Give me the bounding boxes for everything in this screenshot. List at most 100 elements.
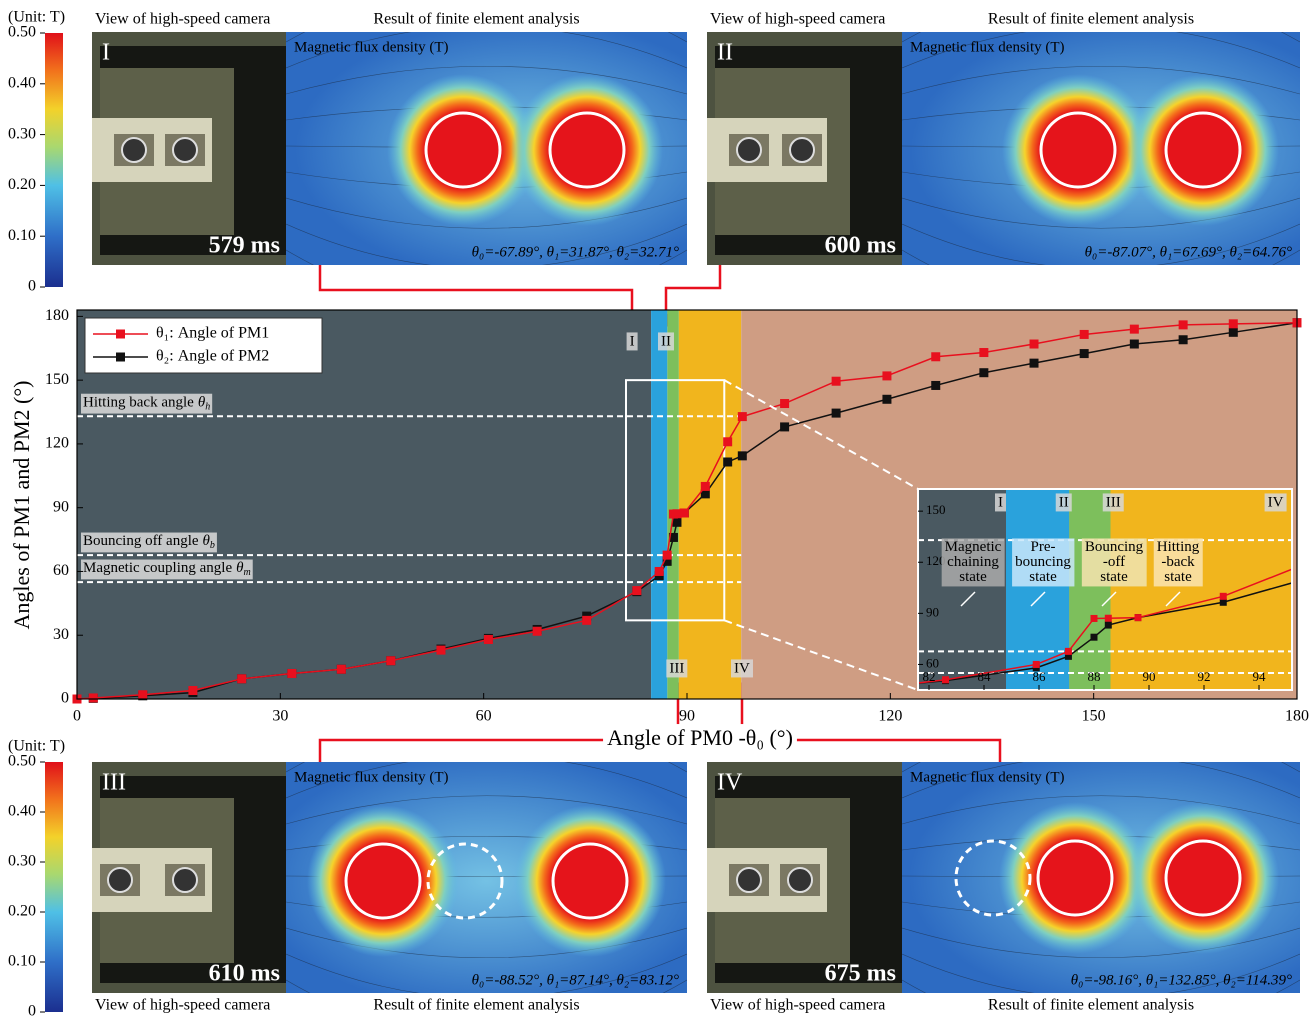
inset-x-tick-label: 90 xyxy=(1143,669,1156,684)
data-point xyxy=(1080,330,1089,339)
x-tick-label: 60 xyxy=(476,708,492,725)
field-label: Magnetic flux density (T) xyxy=(294,39,449,55)
panel-numeral: II xyxy=(717,40,733,66)
data-point xyxy=(832,377,841,386)
data-point xyxy=(582,616,591,625)
data-point xyxy=(738,412,747,421)
inset-state-marker: I xyxy=(998,494,1003,510)
state-marker: III xyxy=(669,660,684,676)
inset-state-label-line: state xyxy=(1100,569,1128,585)
data-point xyxy=(1091,615,1098,622)
legend: θ₁: Angle of PM1θ₂: Angle of PM2 xyxy=(85,318,322,373)
data-point xyxy=(882,395,891,404)
reference-subscript: b xyxy=(210,540,215,551)
colorbar-tick-label: 0 xyxy=(28,1003,36,1019)
colorbar-tick-label: 0.30 xyxy=(8,125,36,142)
angles: θ₀=-98.16°, θ₁=132.85°, θ₂=114.39° xyxy=(1071,972,1292,988)
magnet xyxy=(553,844,627,918)
inset-state-label-line: bouncing xyxy=(1015,554,1071,570)
fea-caption: Result of finite element analysis xyxy=(988,997,1194,1014)
x-tick-label: 0 xyxy=(73,708,81,725)
inset-x-tick-label: 82 xyxy=(923,669,936,684)
fea-caption: Result of finite element analysis xyxy=(988,11,1194,28)
data-point xyxy=(484,635,493,644)
camera-time: 675 ms xyxy=(825,961,896,987)
inset-x-tick-label: 86 xyxy=(1033,669,1047,684)
data-point xyxy=(147,724,154,731)
reference-label: Hitting back angleθh xyxy=(83,395,210,413)
y-tick-label: 60 xyxy=(53,562,69,579)
inset-state-label-line: Pre- xyxy=(1031,539,1056,555)
data-point xyxy=(672,518,681,527)
camera-ball xyxy=(108,868,132,892)
legend-marker xyxy=(116,353,125,362)
state-marker: II xyxy=(661,333,671,349)
inset-x-tick-label: 94 xyxy=(1253,669,1267,684)
inset-state-label-line: state xyxy=(959,569,987,585)
data-point xyxy=(237,674,246,683)
legend-label: θ₁: Angle of PM1 xyxy=(156,325,269,342)
magnet xyxy=(1166,841,1240,915)
data-point xyxy=(655,567,664,576)
data-point xyxy=(340,715,347,722)
data-point xyxy=(537,709,544,716)
data-point xyxy=(138,690,147,699)
inset-state-label-line: -off xyxy=(1103,554,1125,570)
colorbar-tick-label: 0.50 xyxy=(8,24,36,41)
inset-y-tick-label: 150 xyxy=(926,502,946,517)
data-point xyxy=(1105,622,1112,629)
data-point xyxy=(738,451,747,460)
x-tick-label: 180 xyxy=(1285,708,1309,725)
reference-label-text: Magnetic coupling angle xyxy=(83,561,232,577)
colorbar xyxy=(45,33,63,287)
y-tick-label: 150 xyxy=(45,371,69,388)
state-region xyxy=(651,310,667,699)
data-point xyxy=(1130,340,1139,349)
panel: III610 msMagnetic flux density (T)θ₀=-88… xyxy=(92,715,717,1019)
reference-subscript: h xyxy=(205,402,210,413)
y-tick-label: 120 xyxy=(45,435,69,452)
data-point xyxy=(1220,599,1227,606)
data-point xyxy=(780,399,789,408)
data-point xyxy=(701,482,710,491)
reference-label-text: Bouncing off angle xyxy=(83,534,199,550)
camera-time: 610 ms xyxy=(209,961,280,987)
colorbar-tick-label: 0.10 xyxy=(8,227,36,244)
data-point xyxy=(1229,328,1238,337)
state-region xyxy=(1111,489,1293,690)
data-point xyxy=(942,676,949,683)
colorbar-tick-label: 0.30 xyxy=(8,853,36,870)
camera-ball xyxy=(788,868,812,892)
data-point xyxy=(188,686,197,695)
state-region xyxy=(667,310,679,699)
legend-marker xyxy=(116,330,125,339)
x-tick-label: 120 xyxy=(878,708,902,725)
angles: θ₀=-67.89°, θ₁=31.87°, θ₂=32.71° xyxy=(472,244,679,260)
colorbar-tick-label: 0.20 xyxy=(8,903,36,920)
page: {"chart_data": {"type": "line", "x_label… xyxy=(0,0,1316,1019)
state-region xyxy=(679,310,741,699)
colorbar-tick-label: 0.10 xyxy=(8,953,36,970)
field-label: Magnetic flux density (T) xyxy=(910,769,1065,785)
camera-ball xyxy=(173,138,197,162)
data-point xyxy=(1311,557,1316,564)
data-point xyxy=(832,409,841,418)
data-point xyxy=(1179,335,1188,344)
angles: θ₀=-87.07°, θ₁=67.69°, θ₂=64.76° xyxy=(1085,244,1292,260)
data-point xyxy=(680,509,689,518)
inset-y-tick-label: 90 xyxy=(926,604,939,619)
camera-time: 579 ms xyxy=(209,233,280,259)
data-point xyxy=(1311,573,1316,580)
data-point xyxy=(1030,340,1039,349)
camera-ball xyxy=(122,138,146,162)
data-point xyxy=(632,586,641,595)
data-point xyxy=(1033,661,1040,668)
data-point xyxy=(979,348,988,357)
inset-state-label-line: state xyxy=(1029,569,1057,585)
state-region xyxy=(1069,489,1110,690)
y-tick-label: 180 xyxy=(45,307,69,324)
camera-caption: View of high-speed camera xyxy=(95,11,270,28)
inset-state-label-line: Magnetic xyxy=(945,539,1002,555)
